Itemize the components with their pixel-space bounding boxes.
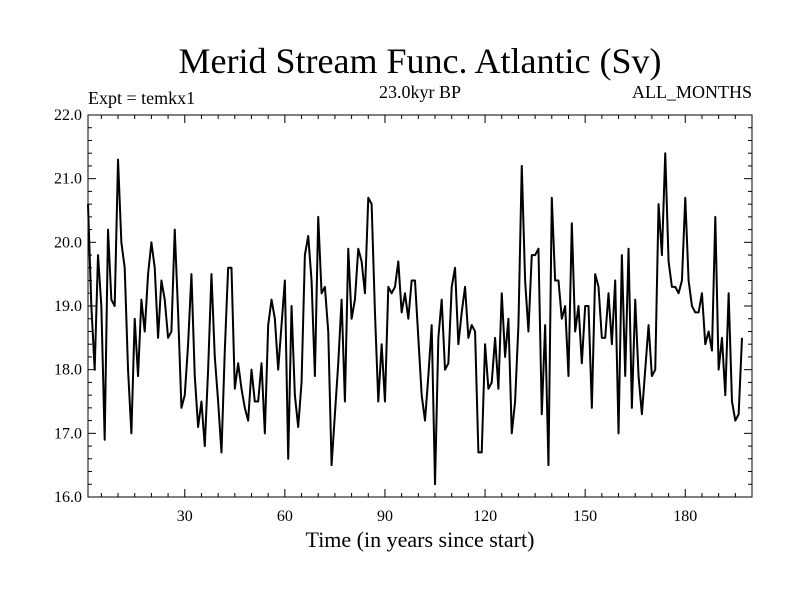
plot-frame: [87, 114, 753, 498]
x-tick-label: 90: [377, 508, 393, 525]
series-line-0: [87, 152, 743, 486]
x-tick-label: 30: [177, 508, 193, 525]
y-tick-label: 18.0: [54, 362, 82, 379]
y-tick-label: 22.0: [54, 107, 82, 124]
y-axis: 16.0 17.0 18.0 19.0 20.0 21.0 22.0: [54, 107, 752, 506]
y-tick-label: 17.0: [54, 425, 82, 442]
months-label: ALL_MONTHS: [632, 82, 752, 102]
x-tick-label: 150: [573, 508, 597, 525]
y-tick-label: 21.0: [54, 171, 82, 188]
y-tick-label: 16.0: [54, 489, 82, 506]
x-axis-label: Time (in years since start): [306, 527, 535, 552]
x-tick-label: 120: [473, 508, 497, 525]
x-tick-label: 60: [277, 508, 293, 525]
chart-title: Merid Stream Func. Atlantic (Sv): [179, 41, 662, 81]
series-group: [87, 152, 743, 486]
y-tick-label: 20.0: [54, 234, 82, 251]
experiment-label: Expt = temkx1: [88, 88, 195, 108]
y-tick-label: 19.0: [54, 298, 82, 315]
x-tick-label: 180: [673, 508, 697, 525]
period-label: 23.0kyr BP: [379, 82, 461, 102]
x-axis: 30 60 90 120 150 180: [100, 115, 736, 525]
